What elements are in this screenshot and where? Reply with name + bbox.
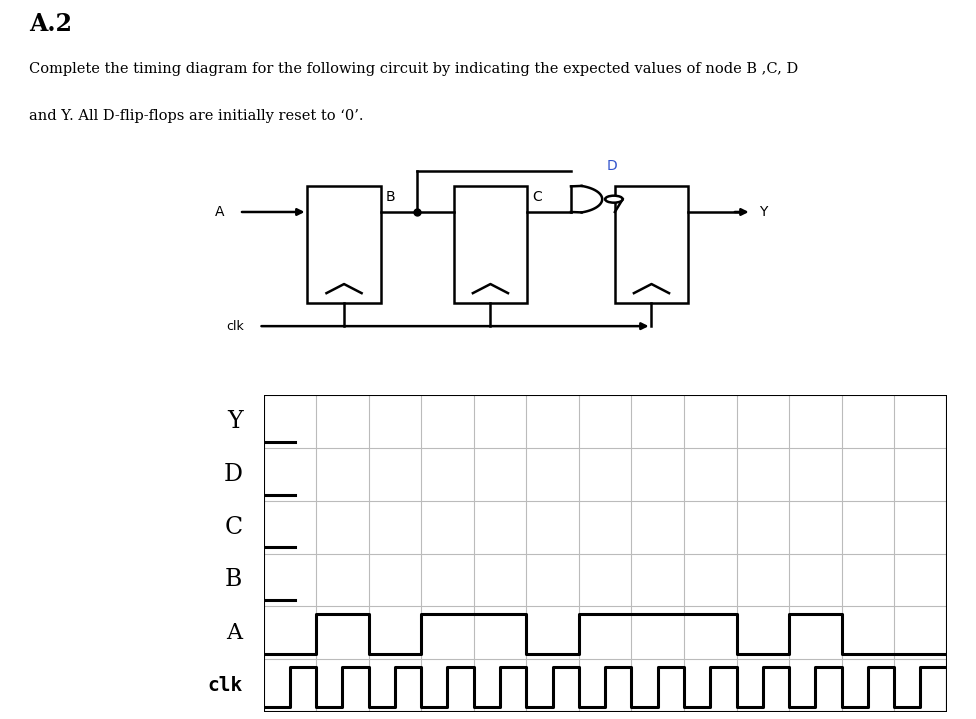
Text: Complete the timing diagram for the following circuit by indicating the expected: Complete the timing diagram for the foll… [29, 62, 798, 76]
Text: Y: Y [759, 205, 768, 219]
Text: A: A [226, 622, 242, 644]
Text: A: A [215, 205, 224, 219]
Text: clk: clk [207, 676, 242, 695]
Text: C: C [224, 516, 242, 539]
Circle shape [605, 196, 623, 203]
Bar [615, 186, 688, 303]
Text: B: B [225, 569, 242, 592]
Bar [307, 186, 381, 303]
Text: D: D [224, 463, 242, 486]
Text: B: B [386, 191, 395, 204]
Bar [454, 186, 527, 303]
Text: D: D [607, 159, 618, 173]
Text: Y: Y [226, 411, 242, 434]
Text: C: C [532, 191, 542, 204]
Text: A.2: A.2 [29, 12, 72, 36]
Text: clk: clk [226, 320, 244, 333]
Text: and Y. All D-flip-flops are initially reset to ‘0’.: and Y. All D-flip-flops are initially re… [29, 109, 364, 123]
